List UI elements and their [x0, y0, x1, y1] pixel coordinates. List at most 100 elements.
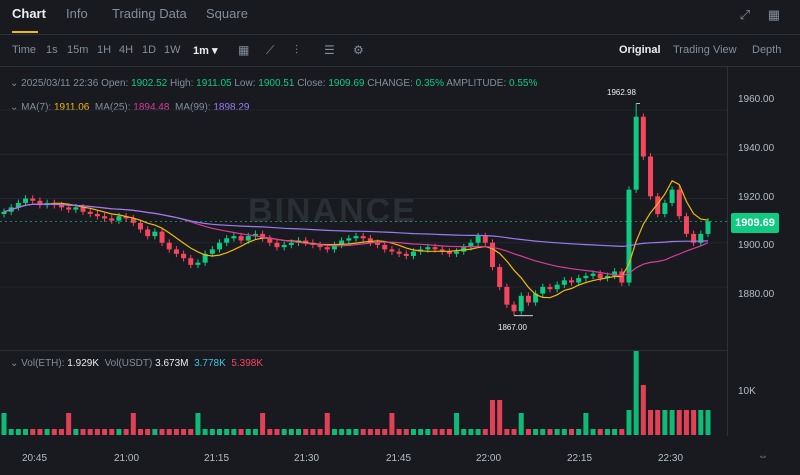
volume-bar [202, 429, 208, 435]
candle-body [245, 236, 251, 241]
drawing-tools-icon[interactable]: ☰ [324, 43, 335, 57]
interval-selected-dropdown[interactable]: 1m ▾ [193, 45, 218, 57]
candle-body [489, 242, 495, 268]
volume-bar [288, 429, 294, 435]
interval-1w[interactable]: 1W [164, 44, 181, 56]
volume-bar [360, 429, 366, 435]
volume-bar [612, 429, 618, 435]
interval-15m[interactable]: 15m [67, 44, 89, 56]
candle-body [1, 211, 7, 214]
low-label: Low: [234, 78, 256, 89]
volume-bar [209, 429, 215, 435]
interval-1d[interactable]: 1D [142, 44, 157, 56]
volume-bar [339, 429, 345, 435]
volume-bar [648, 410, 654, 435]
tab-square[interactable]: Square [206, 6, 248, 21]
volume-info-line: ⌄ Vol(ETH): 1.929K Vol(USDT) 3.673M 3.77… [10, 358, 263, 369]
volume-bar [446, 429, 452, 435]
volume-bar [73, 429, 79, 435]
time-tick-2100: 21:00 [114, 453, 140, 464]
volume-bar [461, 429, 467, 435]
tab-trading-data[interactable]: Trading Data [112, 6, 187, 21]
high-value: 1911.05 [196, 78, 232, 89]
candle-body [576, 278, 582, 283]
candle-body [173, 249, 179, 254]
chart-toolbar: Time 1s 15m 1H 4H 1D 1W 1m ▾ ▦ ⟋ ⫶ ☰ ⚙ O… [0, 36, 800, 67]
candle-body [238, 236, 244, 241]
candle-body [346, 238, 352, 241]
ma-collapse-chevron-icon[interactable]: ⌄ [10, 102, 19, 113]
candle-body [554, 284, 560, 290]
change-value: 0.35% [415, 78, 444, 89]
ma99-line [3, 203, 709, 248]
volume-bar [554, 429, 560, 435]
candle-body [281, 244, 287, 248]
ma7-label: MA(7): [21, 102, 52, 113]
candle-body [691, 233, 697, 243]
volume-bar [533, 429, 539, 435]
ohlc-info-line: ⌄ 2025/03/11 22:36 Open: 1902.52 High: 1… [10, 78, 537, 89]
candle-body [569, 280, 575, 283]
candle-body [130, 218, 136, 223]
candle-body [669, 189, 675, 203]
ma7-value: 1911.06 [53, 102, 90, 113]
ma25-value: 1894.48 [133, 102, 170, 113]
grid-layout-icon[interactable]: ▦ [767, 7, 780, 22]
candle-body [288, 242, 294, 245]
price-axis[interactable]: 1960.00 1940.00 1920.00 1900.00 1880.00 … [727, 66, 800, 436]
volume-bar [540, 429, 546, 435]
tab-chart[interactable]: Chart [12, 6, 46, 21]
volume-bar [439, 429, 445, 435]
volume-bar [367, 429, 373, 435]
volume-bar [173, 429, 179, 435]
volume-bar [123, 429, 129, 435]
settings-gear-icon[interactable]: ⚙ [353, 43, 364, 57]
candle-body [461, 247, 467, 252]
candle-body [252, 233, 258, 237]
indicator-icon[interactable]: ⟋ [266, 43, 275, 57]
candle-body [116, 216, 122, 221]
volume-bar [303, 429, 309, 435]
candle-body [224, 238, 230, 243]
candle-body [109, 218, 115, 221]
candle-body [432, 247, 438, 250]
volume-bar [619, 429, 625, 435]
volume-bar [604, 429, 610, 435]
view-depth[interactable]: Depth [752, 44, 782, 56]
collapse-chevron-icon[interactable]: ⌄ [10, 78, 19, 89]
candle-body [317, 244, 323, 248]
view-trading-view[interactable]: Trading View [673, 44, 737, 56]
candle-body [159, 231, 165, 243]
vol-collapse-chevron-icon[interactable]: ⌄ [10, 358, 19, 369]
volume-bar [66, 413, 72, 435]
time-range-icon[interactable]: ⇔ [758, 451, 768, 462]
candle-body [604, 275, 610, 279]
view-original[interactable]: Original [619, 44, 661, 56]
tab-info[interactable]: Info [66, 6, 88, 21]
ma7-line [3, 179, 709, 299]
candle-type-icon[interactable]: ⫶ [295, 43, 299, 57]
interval-1s[interactable]: 1s [46, 44, 58, 56]
interval-1h[interactable]: 1H [97, 44, 112, 56]
volume-bar [389, 413, 395, 435]
volume-bar [137, 429, 143, 435]
volume-bar [497, 400, 503, 435]
volume-bar [317, 429, 323, 435]
high-label: High: [170, 78, 194, 89]
candle-body [166, 242, 172, 250]
interval-4h[interactable]: 4H [119, 44, 134, 56]
candle-body [195, 262, 201, 265]
price-tick-1960: 1960.00 [738, 94, 775, 105]
fullscreen-icon[interactable]: ⤢ [739, 7, 751, 22]
candlestick-chart[interactable] [0, 0, 728, 445]
volume-bar [569, 429, 575, 435]
volume-bar [109, 429, 115, 435]
price-tick-1880: 1880.00 [738, 289, 775, 300]
ma25-label: MA(25): [94, 102, 131, 113]
volume-bar [418, 429, 424, 435]
volume-bar [102, 429, 108, 435]
candle-body [662, 202, 668, 214]
calendar-icon[interactable]: ▦ [238, 43, 250, 57]
candle-body [612, 271, 618, 276]
interval-time[interactable]: Time [12, 44, 37, 56]
